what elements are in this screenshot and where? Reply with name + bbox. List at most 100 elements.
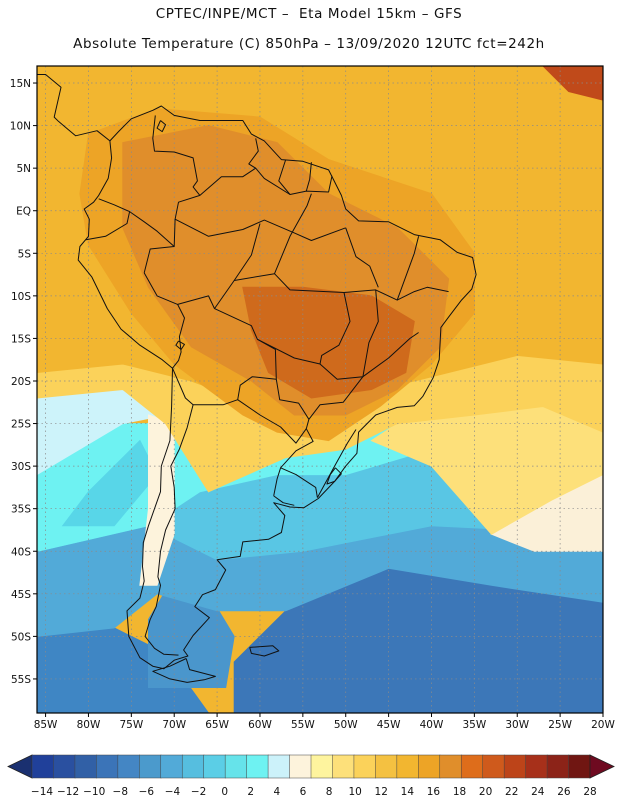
geo-line-colombia-venezuela-border bbox=[152, 115, 201, 196]
geo-line-lake-titicaca bbox=[175, 340, 185, 350]
colorbar-label: 26 bbox=[557, 786, 571, 798]
lat-label-40s: 40S bbox=[11, 546, 31, 558]
colorbar-label: −6 bbox=[139, 786, 155, 798]
lat-label-30s: 30S bbox=[11, 461, 31, 473]
lon-label-40w: 40W bbox=[420, 719, 444, 731]
colorbar-label: 8 bbox=[326, 786, 333, 798]
colorbar-swatch bbox=[289, 754, 312, 779]
lon-label-45w: 45W bbox=[377, 719, 401, 731]
temp-zone-south-pacific-cold bbox=[37, 627, 210, 713]
colorbar-label: 6 bbox=[300, 786, 307, 798]
colorbar-label: −2 bbox=[191, 786, 206, 798]
colorbar-swatch bbox=[310, 754, 334, 779]
colorbar-label: −4 bbox=[165, 786, 181, 798]
geo-line-colombia-peru-border bbox=[129, 211, 175, 247]
geo-line-peru-bolivia-border bbox=[172, 304, 185, 369]
lon-label-75w: 75W bbox=[119, 719, 143, 731]
colorbar-swatch bbox=[439, 754, 462, 779]
geo-line-suriname-borders bbox=[278, 159, 291, 195]
lat-label-15s: 15S bbox=[11, 333, 31, 345]
colorbar-swatch bbox=[267, 754, 291, 779]
lon-label-60w: 60W bbox=[248, 719, 272, 731]
axis-ticks bbox=[33, 82, 604, 717]
geo-line-tierra-del-fuego bbox=[152, 658, 216, 683]
colorbar-label: 18 bbox=[453, 786, 466, 798]
colorbar-swatch bbox=[418, 754, 441, 779]
colorbar-label: 28 bbox=[583, 786, 596, 798]
map-title-line-1: CPTEC/INPE/MCT – Eta Model 15km – GFS bbox=[155, 6, 463, 22]
lat-label-50s: 50S bbox=[11, 631, 31, 643]
geo-line-brazil-states-b bbox=[214, 273, 449, 309]
colorbar-label: 22 bbox=[505, 786, 518, 798]
colorbar-label: −8 bbox=[113, 786, 128, 798]
lat-label-10s: 10S bbox=[11, 291, 31, 303]
geo-line-brazil-states-d bbox=[319, 292, 351, 365]
lat-label-35s: 35S bbox=[11, 504, 31, 516]
geo-line-andes-border bbox=[144, 368, 194, 656]
colorbar-label: 14 bbox=[401, 786, 415, 798]
geo-line-uruguay-argentina-border bbox=[273, 467, 282, 496]
longitude-labels: 85W 80W 75W 70W 65W 60W 55W 50W 45W 40W 35W 30W 25W 2… bbox=[34, 719, 616, 731]
temperature-shading bbox=[37, 66, 603, 713]
geo-line-brazil-states-h bbox=[345, 227, 379, 288]
colorbar-swatch bbox=[246, 754, 269, 779]
colorbar-swatch bbox=[396, 754, 419, 779]
lon-label-70w: 70W bbox=[162, 719, 186, 731]
lon-label-25w: 25W bbox=[548, 719, 572, 731]
colorbar-swatch bbox=[568, 754, 591, 779]
coastlines-and-borders bbox=[37, 74, 477, 683]
colorbar-label: 24 bbox=[531, 786, 545, 798]
latitude-labels: 15N 10N 5N EQ 5S 10S 15S 20S 25S 30S 35S 40S 45S 50S 5… bbox=[10, 78, 32, 686]
lon-label-80w: 80W bbox=[77, 719, 101, 731]
colorbar-swatch bbox=[460, 754, 484, 779]
geo-line-falklands bbox=[249, 645, 280, 657]
lon-label-85w: 85W bbox=[34, 719, 58, 731]
geo-line-lagoa-dos-patos bbox=[326, 467, 342, 485]
colorbar-swatch bbox=[224, 754, 248, 779]
temperature-colorbar bbox=[7, 754, 615, 779]
geo-line-brazil-states-c bbox=[257, 332, 419, 380]
lat-label-15n: 15N bbox=[10, 78, 31, 90]
geo-line-paraguay-argentina-border bbox=[237, 399, 307, 444]
geo-line-brazil-states-f bbox=[396, 236, 420, 301]
lat-label-25s: 25S bbox=[11, 419, 31, 431]
lat-label-5n: 5N bbox=[16, 163, 31, 175]
colorbar-under-arrow bbox=[7, 754, 33, 779]
geo-line-brazil-states-g bbox=[316, 429, 357, 498]
geo-line-lake-maracaibo bbox=[156, 120, 167, 133]
geo-line-brazil-states-j bbox=[274, 193, 312, 274]
lat-label-10n: 10N bbox=[10, 121, 31, 133]
lat-label-eq: EQ bbox=[16, 206, 31, 218]
geo-line-fguiana-border bbox=[305, 162, 312, 192]
geo-line-bolivia-paraguay-argentina-border bbox=[193, 376, 277, 406]
geo-line-brazil-states-i bbox=[233, 223, 261, 281]
colorbar-swatch bbox=[203, 754, 226, 779]
lat-label-20s: 20S bbox=[11, 376, 31, 388]
colorbar-over-arrow bbox=[589, 754, 615, 779]
colorbar-swatch bbox=[332, 754, 355, 779]
map-title-line-2: Absolute Temperature (C) 850hPa – 13/09/… bbox=[73, 36, 545, 52]
colorbar-swatch bbox=[503, 754, 527, 779]
colorbar-swatch bbox=[353, 754, 377, 779]
colorbar-label: 12 bbox=[375, 786, 388, 798]
lon-label-20w: 20W bbox=[591, 719, 615, 731]
colorbar-swatch bbox=[181, 754, 205, 779]
colorbar-swatch bbox=[546, 754, 570, 779]
colorbar-swatch bbox=[74, 754, 98, 779]
geo-line-brazil-states-a bbox=[174, 218, 346, 241]
colorbar-swatch bbox=[53, 754, 76, 779]
colorbar-label: 10 bbox=[348, 786, 361, 798]
colorbar-swatch bbox=[375, 754, 398, 779]
lon-label-55w: 55W bbox=[291, 719, 315, 731]
geo-line-colombia-peru-ecuador-border bbox=[85, 198, 131, 241]
colorbar-swatch bbox=[96, 754, 119, 779]
colorbar-swatch bbox=[139, 754, 162, 779]
geo-line-river-plate bbox=[273, 495, 295, 506]
lon-label-30w: 30W bbox=[505, 719, 529, 731]
lat-label-45s: 45S bbox=[11, 589, 31, 601]
geo-line-brazil-north-border bbox=[143, 167, 333, 274]
colorbar-label: 0 bbox=[221, 786, 228, 798]
geo-line-guianas-borders bbox=[248, 138, 259, 169]
colorbar-label: 4 bbox=[274, 786, 281, 798]
